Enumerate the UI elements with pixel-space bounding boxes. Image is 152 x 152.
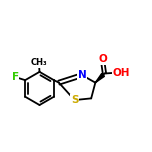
- Text: O: O: [98, 54, 107, 64]
- Text: F: F: [12, 72, 19, 82]
- Text: N: N: [78, 70, 86, 80]
- Polygon shape: [95, 73, 104, 83]
- Text: CH₃: CH₃: [30, 58, 47, 67]
- Text: S: S: [71, 95, 78, 105]
- Text: OH: OH: [113, 68, 130, 78]
